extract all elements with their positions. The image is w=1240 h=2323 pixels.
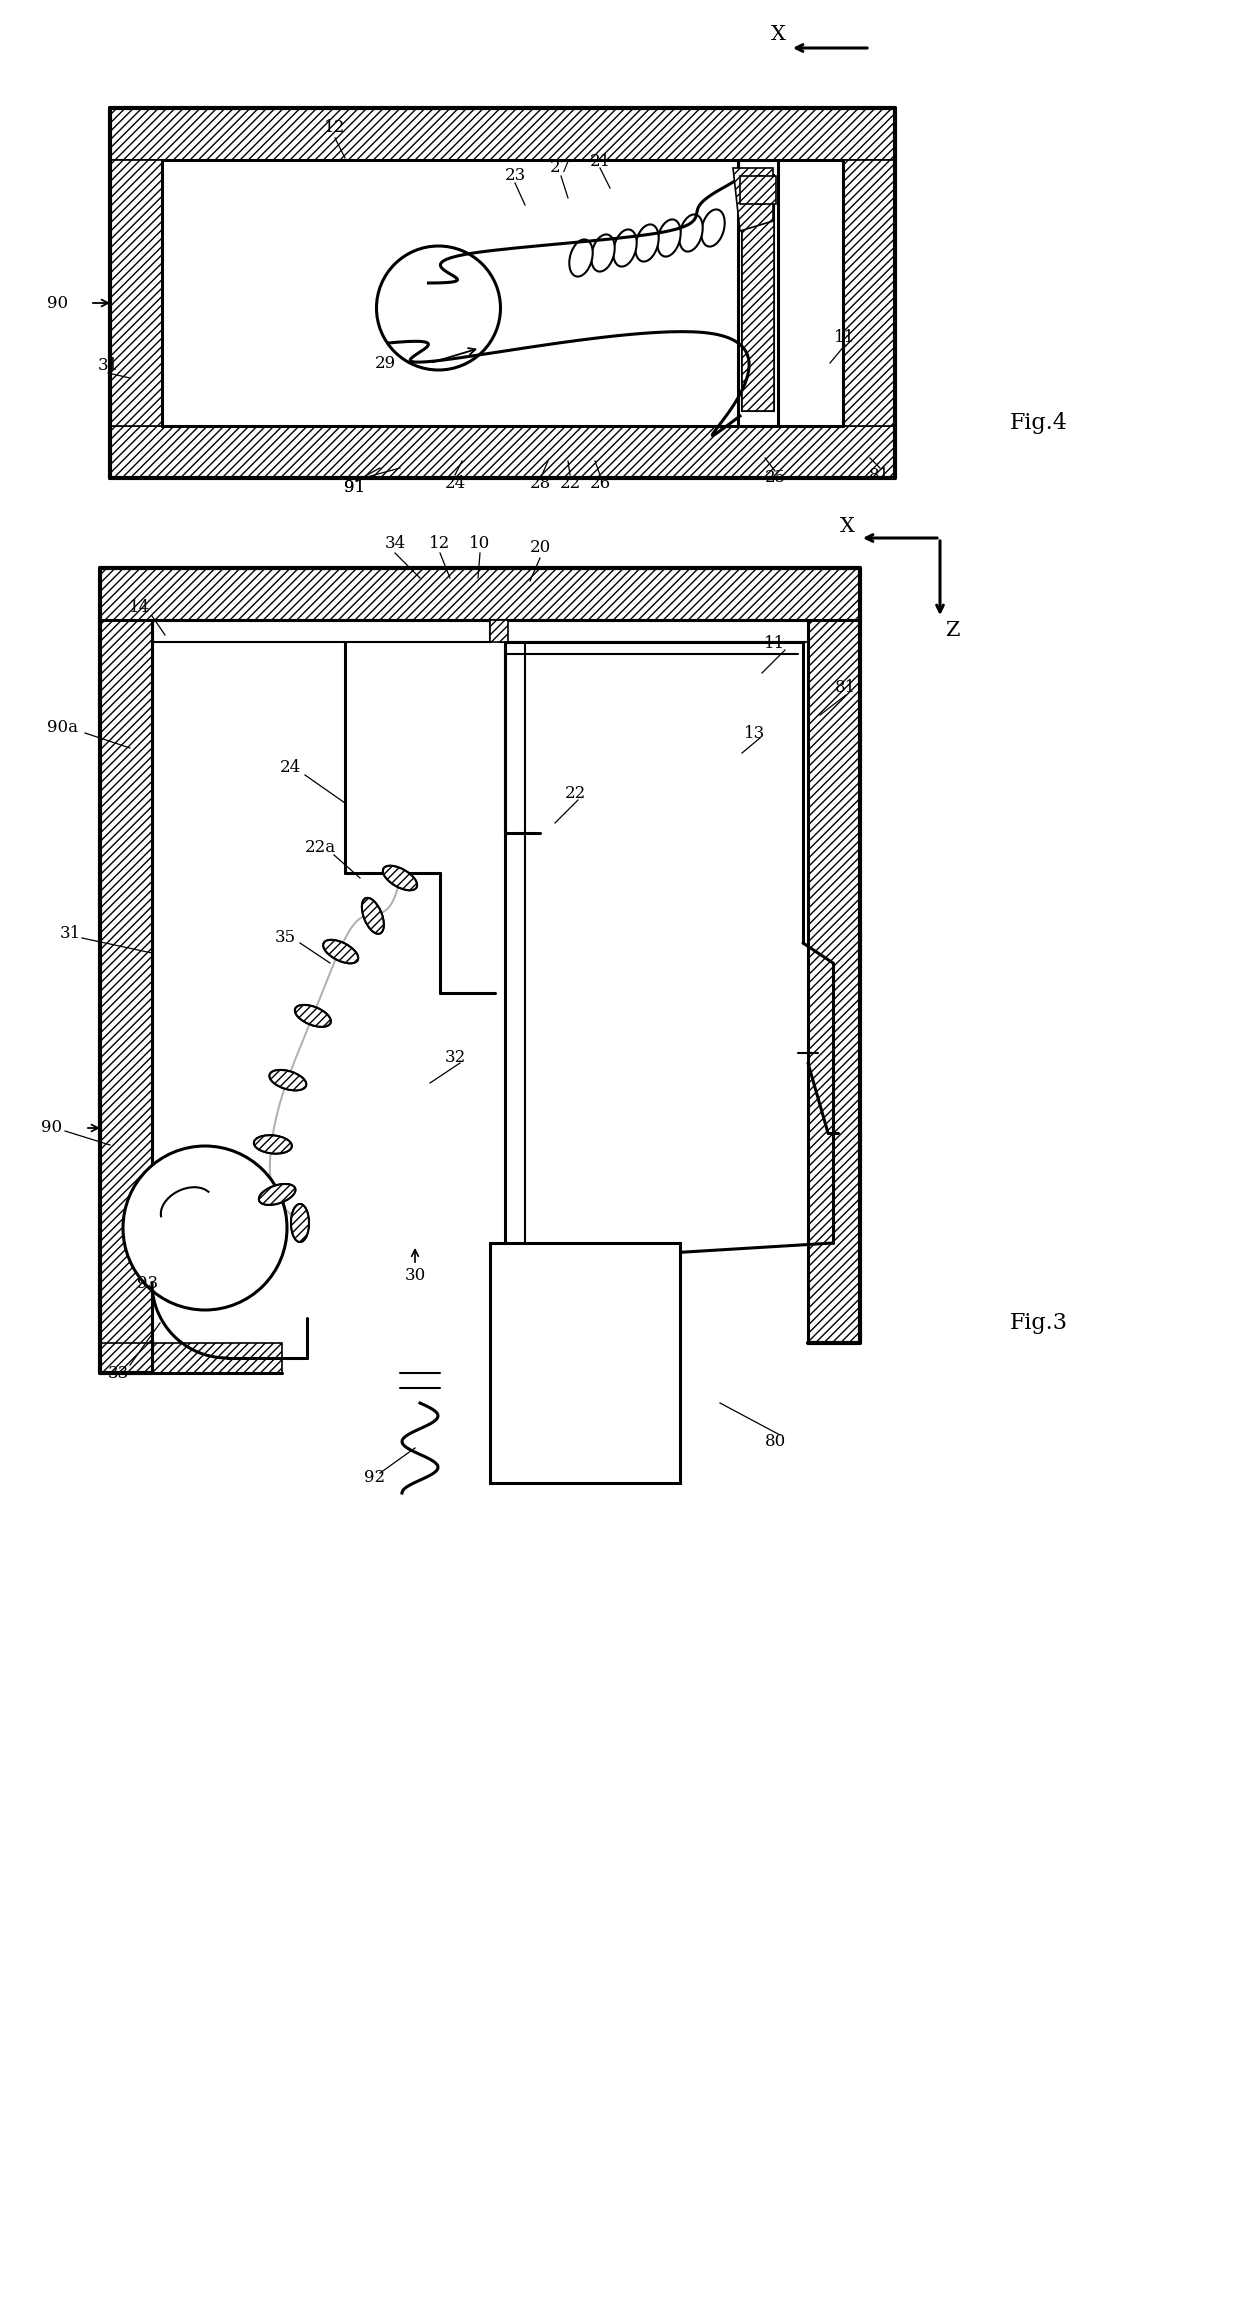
Text: 81: 81 [869, 467, 890, 483]
Ellipse shape [259, 1185, 295, 1206]
Text: 93: 93 [138, 1275, 159, 1292]
Ellipse shape [591, 235, 615, 272]
Ellipse shape [291, 1203, 309, 1243]
Polygon shape [733, 167, 773, 230]
Text: 11: 11 [835, 330, 856, 346]
Circle shape [377, 246, 501, 369]
Text: 21: 21 [589, 153, 610, 170]
Text: 80: 80 [764, 1433, 786, 1450]
Ellipse shape [635, 225, 658, 262]
Ellipse shape [383, 866, 417, 890]
Ellipse shape [383, 866, 417, 890]
Polygon shape [110, 107, 895, 160]
Polygon shape [742, 174, 774, 411]
Text: 29: 29 [374, 355, 396, 372]
Text: 13: 13 [744, 725, 765, 741]
Text: 92: 92 [365, 1470, 386, 1487]
Polygon shape [110, 425, 895, 479]
Text: 24: 24 [444, 474, 466, 492]
Circle shape [746, 177, 774, 204]
Polygon shape [100, 620, 153, 1373]
Ellipse shape [657, 218, 681, 256]
Text: Fig.4: Fig.4 [1011, 411, 1068, 434]
Polygon shape [110, 160, 162, 425]
Ellipse shape [702, 209, 724, 246]
Text: 27: 27 [549, 160, 570, 177]
Ellipse shape [569, 239, 593, 276]
Text: 32: 32 [444, 1050, 466, 1066]
Ellipse shape [362, 899, 384, 934]
Text: 31: 31 [60, 925, 81, 941]
Ellipse shape [614, 230, 636, 267]
Text: 30: 30 [404, 1266, 425, 1285]
Ellipse shape [324, 941, 358, 964]
Text: 26: 26 [589, 474, 610, 492]
Text: 31: 31 [98, 355, 119, 374]
Text: 22: 22 [559, 474, 580, 492]
Text: 11: 11 [764, 634, 786, 650]
Polygon shape [100, 1343, 281, 1373]
Text: 14: 14 [129, 599, 150, 616]
Ellipse shape [295, 1006, 331, 1027]
Polygon shape [740, 177, 776, 204]
Text: 12: 12 [325, 118, 346, 137]
Text: Fig.3: Fig.3 [1011, 1312, 1068, 1333]
Ellipse shape [680, 214, 703, 251]
Text: 81: 81 [835, 681, 856, 697]
Text: 91: 91 [345, 479, 366, 497]
Polygon shape [100, 569, 861, 620]
Text: 24: 24 [279, 760, 300, 776]
Ellipse shape [259, 1185, 295, 1206]
Ellipse shape [324, 941, 358, 964]
Text: X: X [770, 26, 785, 44]
Text: Z: Z [945, 623, 960, 641]
Text: 10: 10 [470, 534, 491, 551]
Text: 25: 25 [764, 469, 786, 486]
Circle shape [123, 1145, 286, 1310]
Text: 33: 33 [108, 1364, 129, 1382]
Text: 90a: 90a [47, 720, 77, 736]
Text: 28: 28 [529, 474, 551, 492]
Text: 90: 90 [41, 1120, 62, 1136]
Text: 91: 91 [345, 479, 366, 497]
Text: 22a: 22a [305, 839, 336, 857]
Ellipse shape [362, 899, 384, 934]
Ellipse shape [295, 1006, 331, 1027]
Text: 22: 22 [564, 785, 585, 801]
Polygon shape [490, 620, 508, 641]
Text: 90: 90 [47, 295, 68, 311]
Ellipse shape [254, 1136, 291, 1155]
Text: X: X [839, 516, 854, 537]
Bar [490, 1243, 680, 1482]
Polygon shape [808, 620, 861, 1343]
Ellipse shape [254, 1136, 291, 1155]
Text: 12: 12 [429, 534, 450, 551]
Text: 23: 23 [505, 167, 526, 184]
Text: 34: 34 [384, 534, 405, 551]
Polygon shape [843, 160, 895, 425]
Ellipse shape [269, 1071, 306, 1089]
Ellipse shape [291, 1203, 309, 1243]
Ellipse shape [269, 1071, 306, 1089]
Text: 35: 35 [274, 929, 295, 945]
Text: 20: 20 [529, 539, 551, 558]
